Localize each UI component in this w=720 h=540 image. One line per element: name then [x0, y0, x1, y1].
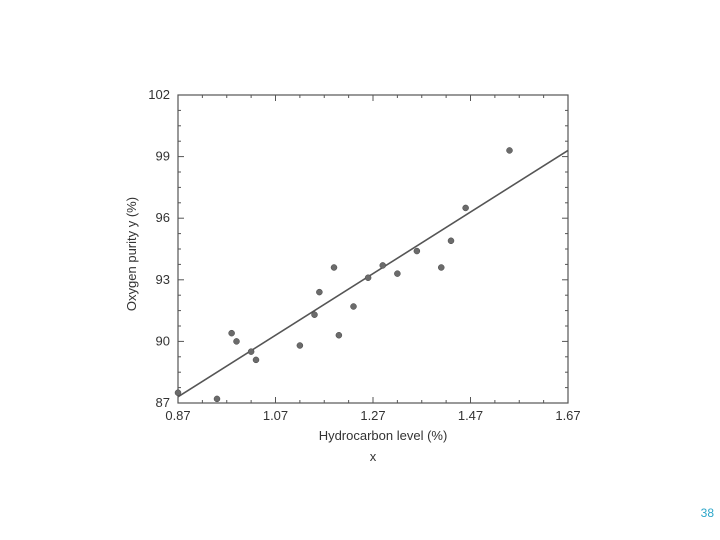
data-point: [335, 331, 343, 339]
data-points: [174, 147, 513, 403]
data-point: [213, 395, 221, 403]
data-point: [394, 270, 401, 277]
data-point: [311, 311, 318, 318]
x-tick-label: 1.27: [360, 408, 385, 423]
y-tick-label: 96: [156, 210, 170, 225]
x-tick-label: 0.87: [165, 408, 190, 423]
data-point: [228, 329, 235, 337]
data-point: [462, 204, 469, 212]
plot-frame: [177, 94, 569, 404]
y-tick-label: 90: [156, 333, 170, 348]
regression-line: [177, 149, 569, 398]
data-point: [316, 288, 323, 296]
axis-tick-labels: 0.87 1.07 1.27 1.47 1.67 87 90 93 96 99 102: [148, 87, 580, 423]
data-point: [174, 389, 182, 396]
x-tick-label: 1.67: [555, 408, 580, 423]
y-tick-label: 102: [148, 87, 170, 102]
data-point: [296, 342, 304, 349]
data-point: [233, 338, 240, 345]
x-tick-label: 1.47: [458, 408, 483, 423]
y-axis-title: Oxygen purity y (%): [124, 197, 139, 311]
axis-ticks: [177, 94, 569, 404]
data-point: [252, 356, 260, 364]
data-point: [413, 247, 421, 255]
chart-caption: x: [370, 449, 377, 464]
slide-number: 38: [700, 506, 714, 520]
data-point: [447, 237, 455, 245]
x-tick-label: 1.07: [263, 408, 288, 423]
data-point: [379, 262, 386, 269]
y-tick-label: 93: [156, 272, 170, 287]
data-point: [350, 303, 357, 310]
y-tick-label: 99: [156, 149, 170, 164]
data-point: [438, 264, 445, 271]
data-point: [364, 274, 372, 281]
data-point: [247, 348, 255, 355]
data-point: [506, 147, 513, 154]
data-point: [330, 264, 338, 271]
y-tick-label: 87: [156, 395, 170, 410]
x-axis-title: Hydrocarbon level (%): [319, 428, 448, 443]
